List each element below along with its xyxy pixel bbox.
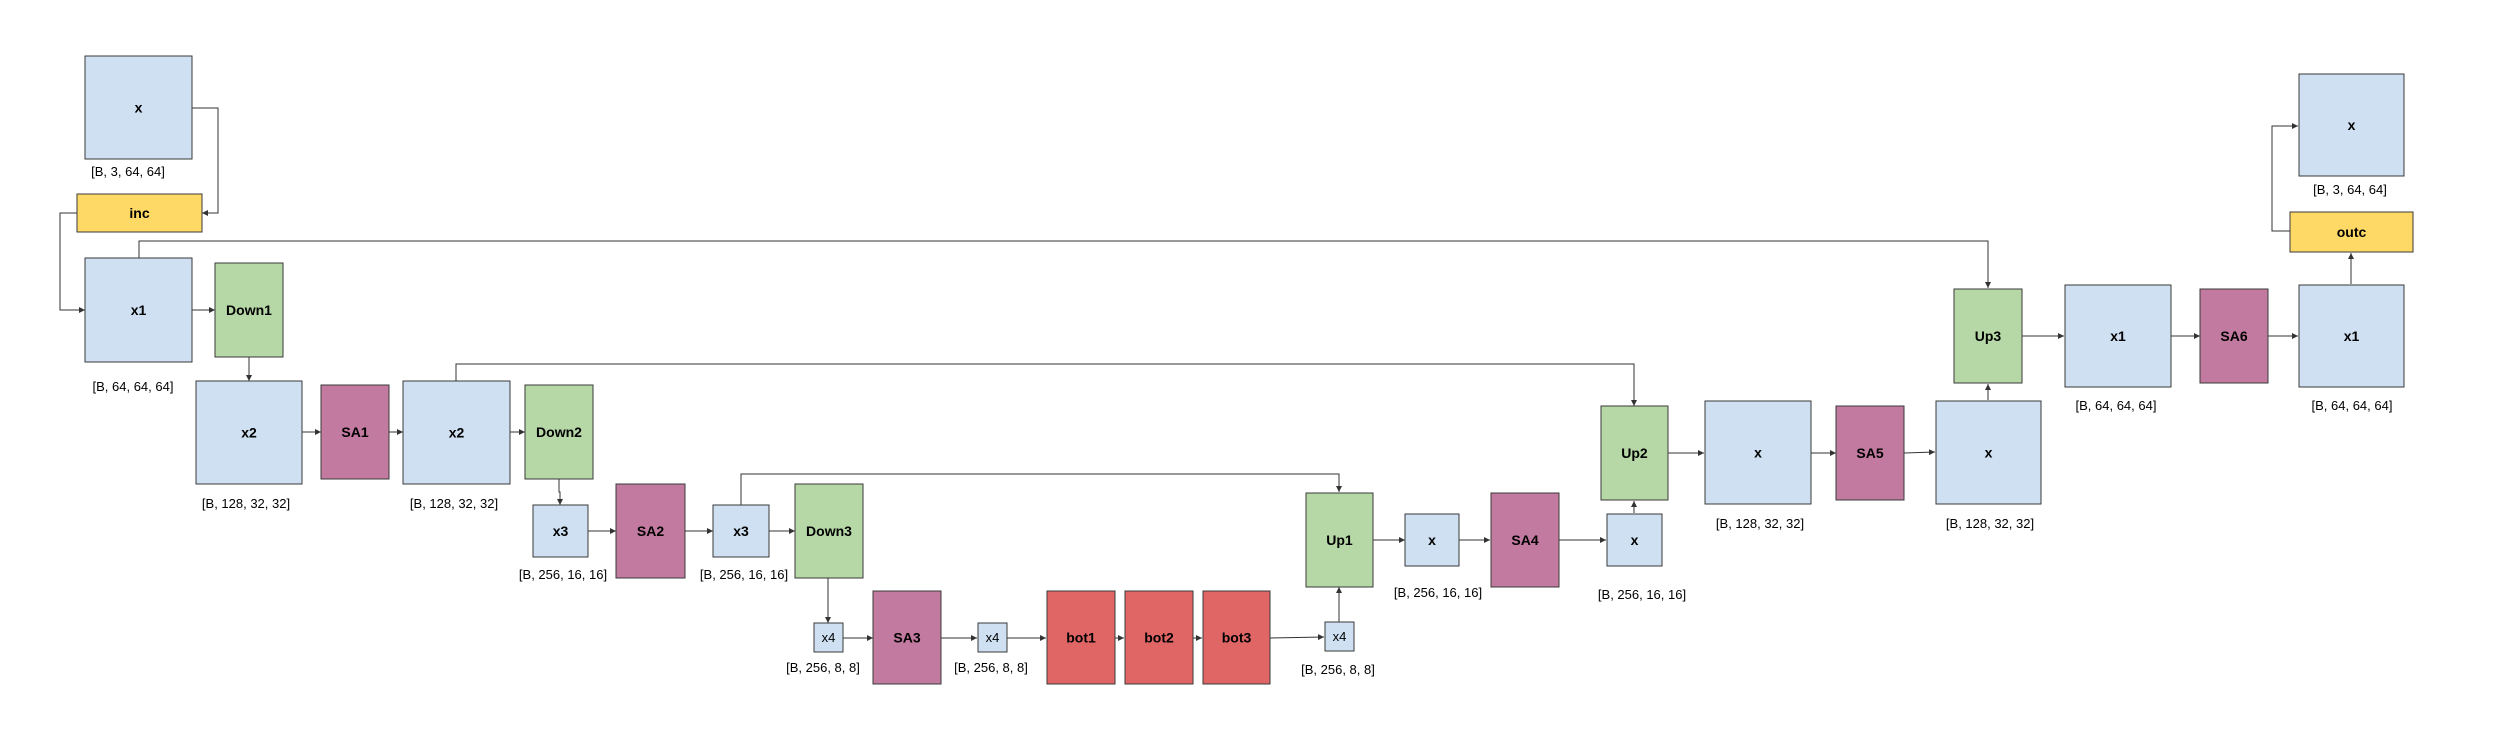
shape-label-x-up2-b: [B, 128, 32, 32] <box>1946 516 2034 531</box>
svg-text:SA3: SA3 <box>893 630 920 646</box>
svg-text:x: x <box>1428 532 1436 548</box>
edge-sa5-to-xb <box>1903 449 1936 456</box>
svg-text:Up1: Up1 <box>1326 532 1353 548</box>
svg-text:SA1: SA1 <box>341 424 368 440</box>
shape-label-x-in: [B, 3, 64, 64] <box>91 164 165 179</box>
edge-inc-to-x1 <box>59 212 85 313</box>
svg-text:SA2: SA2 <box>637 523 664 539</box>
svg-text:bot3: bot3 <box>1222 630 1252 646</box>
svg-text:Down3: Down3 <box>806 523 852 539</box>
node-x1-up3: x1 <box>2064 284 2172 388</box>
node-sa2: SA2 <box>615 483 686 579</box>
node-x-up2-b: x <box>1935 400 2042 505</box>
svg-text:SA5: SA5 <box>1856 445 1883 461</box>
shape-label-x4-c: [B, 256, 8, 8] <box>1301 662 1375 677</box>
svg-text:bot2: bot2 <box>1144 630 1174 646</box>
node-x-in: x <box>84 55 193 160</box>
edge-x-to-inc <box>192 107 219 216</box>
node-x2-b: x2 <box>402 380 511 485</box>
svg-text:Down1: Down1 <box>226 302 272 318</box>
svg-text:x3: x3 <box>553 523 569 539</box>
svg-text:x2: x2 <box>241 425 257 441</box>
edge-skip-x2-to-up2 <box>455 363 1637 406</box>
node-down1: Down1 <box>214 262 284 358</box>
shape-label-x1-up3: [B, 64, 64, 64] <box>2076 398 2157 413</box>
node-x-out: x <box>2298 73 2405 177</box>
node-sa4: SA4 <box>1490 492 1560 588</box>
svg-text:SA6: SA6 <box>2220 328 2247 344</box>
node-inc: inc <box>76 193 203 233</box>
svg-text:bot1: bot1 <box>1066 630 1096 646</box>
svg-text:Down2: Down2 <box>536 424 582 440</box>
svg-text:x: x <box>1985 445 1993 461</box>
edge-skip-x1-to-up3 <box>138 240 1991 288</box>
node-up1: Up1 <box>1305 492 1374 588</box>
shape-label-x4-a: [B, 256, 8, 8] <box>786 660 860 675</box>
edge-outc-to-x <box>2271 123 2298 232</box>
node-x-up2: x <box>1704 400 1812 505</box>
shape-labels: [B, 3, 64, 64] [B, 64, 64, 64] [B, 128, … <box>91 164 2392 677</box>
node-up3: Up3 <box>1953 288 2023 384</box>
shape-label-x-up1-b: [B, 256, 16, 16] <box>1598 587 1686 602</box>
shape-label-x2-b: [B, 128, 32, 32] <box>410 496 498 511</box>
svg-text:x1: x1 <box>2344 328 2360 344</box>
node-x4-c: x4 <box>1324 621 1355 652</box>
svg-text:x2: x2 <box>449 425 465 441</box>
node-x-up1-b: x <box>1606 513 1663 567</box>
svg-text:x4: x4 <box>1333 629 1347 644</box>
node-bot2: bot2 <box>1124 590 1194 685</box>
shape-label-x-out: [B, 3, 64, 64] <box>2313 182 2387 197</box>
node-x-up1: x <box>1404 513 1460 567</box>
svg-text:x1: x1 <box>2110 328 2126 344</box>
node-sa1: SA1 <box>320 384 390 480</box>
shape-label-x4-b: [B, 256, 8, 8] <box>954 660 1028 675</box>
edge-down2-to-x3 <box>557 479 563 505</box>
edges <box>59 107 2354 641</box>
node-up2: Up2 <box>1600 405 1669 501</box>
edge-bot3-to-x4c <box>1269 634 1325 641</box>
node-sa3: SA3 <box>872 590 942 685</box>
svg-text:x4: x4 <box>822 630 836 645</box>
node-sa6: SA6 <box>2199 288 2269 384</box>
shape-label-x1-up3-b: [B, 64, 64, 64] <box>2312 398 2393 413</box>
node-x3-b: x3 <box>712 504 770 558</box>
node-x2-a: x2 <box>195 380 303 485</box>
svg-text:Up2: Up2 <box>1621 445 1648 461</box>
svg-text:x1: x1 <box>131 302 147 318</box>
node-sa5: SA5 <box>1835 405 1905 501</box>
svg-text:x: x <box>135 100 143 116</box>
node-x1-up3-b: x1 <box>2298 284 2405 388</box>
svg-text:x: x <box>1631 532 1639 548</box>
edge-skip-x3-to-up1 <box>740 473 1342 505</box>
shape-label-x-up2: [B, 128, 32, 32] <box>1716 516 1804 531</box>
svg-text:x: x <box>1754 445 1762 461</box>
svg-text:x3: x3 <box>733 523 749 539</box>
shape-label-x2-a: [B, 128, 32, 32] <box>202 496 290 511</box>
node-x3-a: x3 <box>532 504 589 558</box>
svg-text:SA4: SA4 <box>1511 532 1538 548</box>
node-bot3: bot3 <box>1202 590 1271 685</box>
svg-text:Up3: Up3 <box>1975 328 2002 344</box>
node-bot1: bot1 <box>1046 590 1116 685</box>
node-x4-b: x4 <box>977 622 1008 653</box>
shape-label-x-up1: [B, 256, 16, 16] <box>1394 585 1482 600</box>
node-x4-a: x4 <box>813 622 844 653</box>
svg-text:outc: outc <box>2337 224 2367 240</box>
svg-text:x4: x4 <box>986 630 1000 645</box>
shape-label-x1: [B, 64, 64, 64] <box>93 379 174 394</box>
svg-text:inc: inc <box>129 205 149 221</box>
shape-label-x3-a: [B, 256, 16, 16] <box>519 567 607 582</box>
node-x1: x1 <box>84 257 193 363</box>
svg-text:x: x <box>2348 117 2356 133</box>
shape-label-x3-b: [B, 256, 16, 16] <box>700 567 788 582</box>
node-down2: Down2 <box>524 384 594 480</box>
node-down3: Down3 <box>794 483 864 579</box>
node-outc: outc <box>2289 211 2414 253</box>
